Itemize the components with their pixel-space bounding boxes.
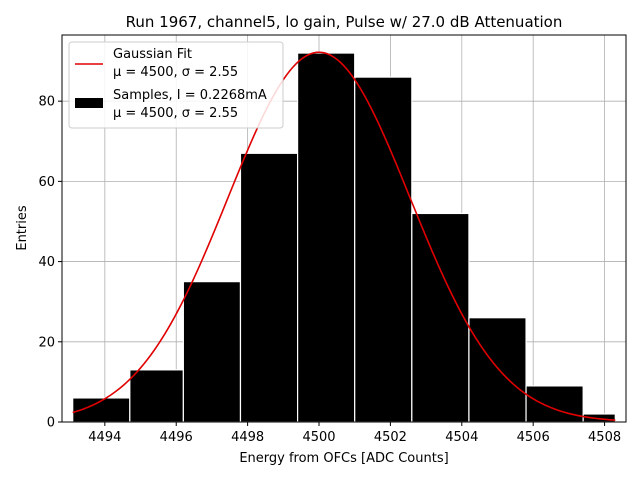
plot-frame: [61, 34, 627, 423]
histogram-bar: [296, 52, 356, 423]
x-tick-label: 4496: [160, 430, 193, 445]
x-tick-label: 4498: [231, 430, 264, 445]
histogram-bar: [411, 212, 470, 423]
histogram-bar: [468, 317, 527, 423]
x-axis: 4494 4496 4498 4500 4502 4504 4506 4508: [88, 422, 621, 445]
x-tick-label: 4500: [302, 430, 335, 445]
gaussian-fit-curve: [72, 51, 616, 421]
x-tick-label: 4506: [517, 430, 550, 445]
x-tick-label: 4502: [374, 430, 407, 445]
legend-fit-stats: μ = 4500, σ = 2.55: [113, 65, 238, 80]
legend-box: [68, 41, 284, 129]
histogram-bar: [129, 369, 184, 423]
y-tick-label: 40: [38, 255, 55, 270]
histogram-bar: [182, 281, 242, 423]
chart-title: Run 1967, channel5, lo gain, Pulse w/ 27…: [126, 13, 563, 31]
y-tick-label: 60: [38, 175, 55, 190]
y-tick-label: 0: [47, 416, 55, 431]
legend: Gaussian Fit μ = 4500, σ = 2.55 Samples,…: [68, 41, 284, 129]
y-axis-label: Entries: [15, 205, 30, 251]
y-tick-label: 80: [38, 95, 55, 110]
x-tick-label: 4504: [445, 430, 478, 445]
histogram-bar: [239, 152, 299, 423]
histogram-bar: [525, 385, 584, 423]
legend-fit-label: Gaussian Fit: [113, 47, 192, 62]
histogram-bar: [354, 76, 413, 423]
legend-samples-stats: μ = 4500, σ = 2.55: [113, 106, 238, 121]
x-tick-label: 4508: [588, 430, 621, 445]
x-axis-label: Energy from OFCs [ADC Counts]: [239, 451, 448, 466]
x-tick-label: 4494: [88, 430, 121, 445]
y-tick-label: 20: [38, 335, 55, 350]
legend-samples-label: Samples, I = 0.2268mA: [113, 88, 267, 103]
legend-samples-swatch: [75, 98, 103, 108]
y-axis: 0 20 40 60 80: [38, 95, 62, 431]
